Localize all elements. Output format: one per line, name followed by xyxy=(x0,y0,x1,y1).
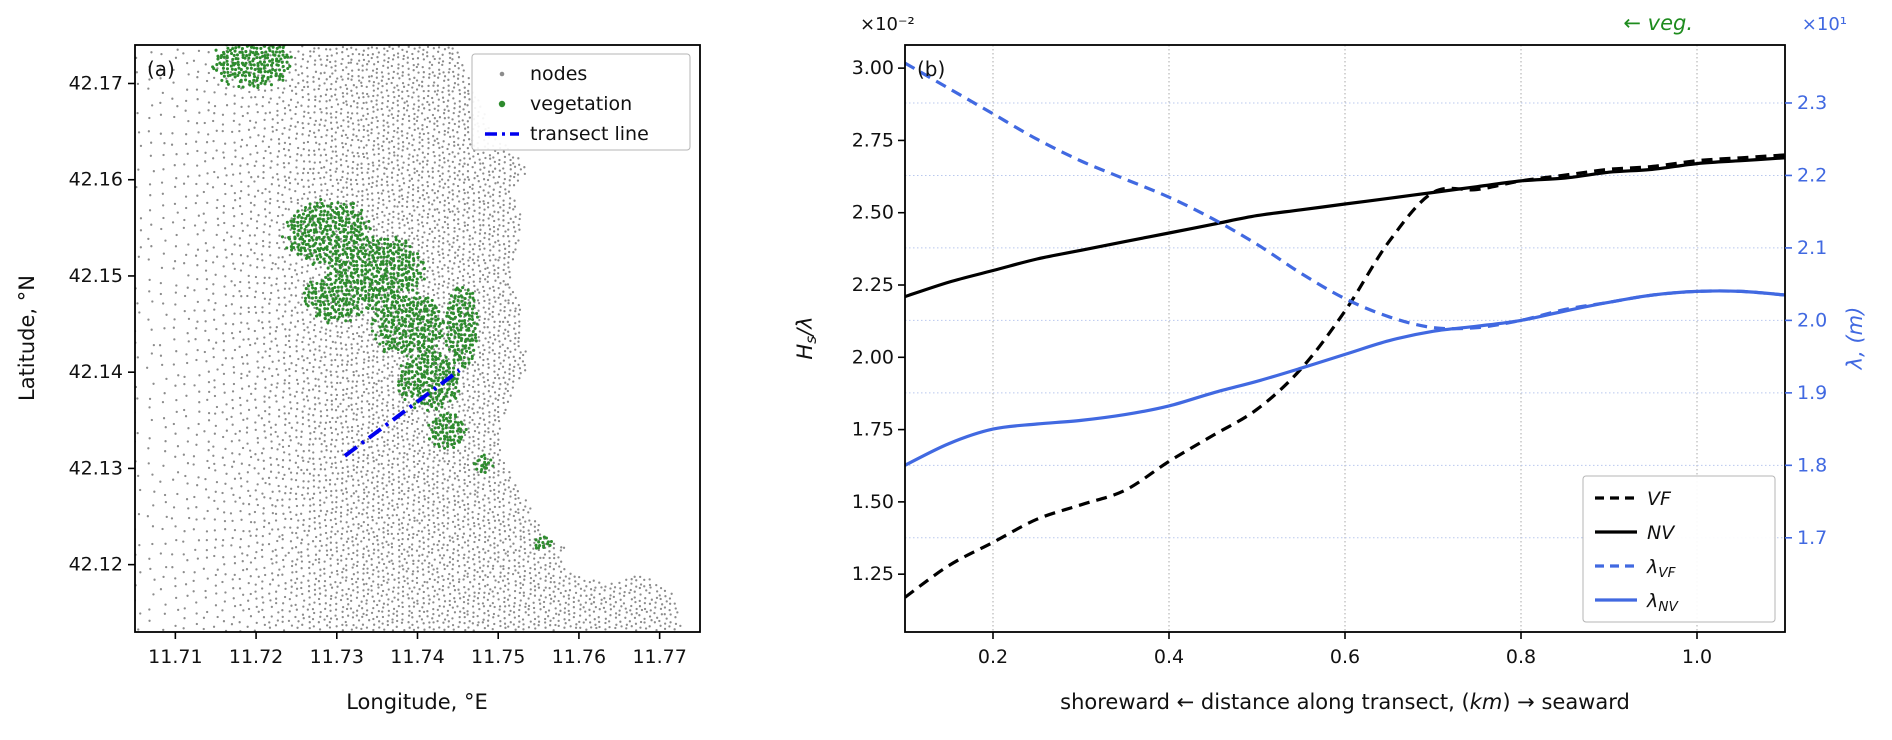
svg-text:0.2: 0.2 xyxy=(978,646,1008,668)
svg-text:11.74: 11.74 xyxy=(390,646,444,668)
svg-text:11.71: 11.71 xyxy=(148,646,202,668)
svg-text:2.50: 2.50 xyxy=(852,202,894,224)
svg-text:2.25: 2.25 xyxy=(852,274,894,296)
svg-text:1.75: 1.75 xyxy=(852,419,894,441)
svg-text:1.0: 1.0 xyxy=(1682,646,1712,668)
map-xlabel: Longitude, °E xyxy=(346,690,488,714)
map-legend-box xyxy=(471,53,691,151)
panel-b-label: (b) xyxy=(917,57,945,81)
map-legend: nodes vegetation transect line xyxy=(471,53,691,151)
chart-ylabel-left: Hs/λ xyxy=(793,316,820,359)
chart-legend: VF NV λVF λNV xyxy=(1582,475,1776,623)
svg-text:2.3: 2.3 xyxy=(1797,92,1827,114)
chart-ylabel-right: λ, (m) xyxy=(1843,307,1867,371)
svg-text:2.00: 2.00 xyxy=(852,346,894,368)
transect-line xyxy=(343,368,461,458)
map-vegetation-layer xyxy=(211,45,553,550)
chart-series-layer xyxy=(905,61,1785,599)
chart-legend-box xyxy=(1582,475,1776,623)
map-ylabel: Latitude, °N xyxy=(15,275,39,401)
map-panel: 11.71 11.72 11.73 11.74 11.75 11.76 11.77 42.12… xyxy=(15,44,701,714)
svg-text:0.4: 0.4 xyxy=(1154,646,1184,668)
svg-text:42.13: 42.13 xyxy=(69,457,123,479)
map-nodes-layer xyxy=(135,45,682,632)
svg-text:42.12: 42.12 xyxy=(69,554,123,576)
map-transect-layer xyxy=(343,368,461,458)
chart-legend-label: λVF xyxy=(1646,556,1677,581)
svg-text:11.76: 11.76 xyxy=(552,646,606,668)
map-vegetation-dots xyxy=(211,45,553,550)
svg-text:11.75: 11.75 xyxy=(471,646,525,668)
svg-text:1.8: 1.8 xyxy=(1797,454,1827,476)
chart-legend-label: VF xyxy=(1647,488,1672,510)
right-axis-scale-note: ×10¹ xyxy=(1802,14,1847,35)
svg-text:11.72: 11.72 xyxy=(229,646,283,668)
panel-a-label: (a) xyxy=(147,57,175,81)
map-legend-label: transect line xyxy=(530,123,649,145)
chart-legend-label: λNV xyxy=(1646,590,1679,615)
left-axis-scale-note: ×10⁻² xyxy=(860,14,915,35)
svg-text:2.75: 2.75 xyxy=(852,129,894,151)
line-chart-panel: 0.2 0.4 0.6 0.8 1.0 1.25 1.50 1.75 2.00 2.25 2.50 2… xyxy=(793,11,1867,714)
legend-marker-nodes xyxy=(499,71,505,77)
chart-legend-label: NV xyxy=(1647,522,1676,544)
svg-text:42.16: 42.16 xyxy=(69,169,123,191)
series-lambda_NV xyxy=(905,289,1785,467)
vegetation-extent-annotation: ← veg. xyxy=(1623,11,1693,35)
map-legend-label: vegetation xyxy=(530,93,632,115)
legend-marker-vegetation xyxy=(498,100,506,108)
svg-text:1.9: 1.9 xyxy=(1797,382,1827,404)
series-lambda_VF xyxy=(905,61,1785,331)
svg-text:0.8: 0.8 xyxy=(1506,646,1536,668)
svg-text:42.14: 42.14 xyxy=(69,361,123,383)
map-legend-label: nodes xyxy=(530,63,587,85)
svg-text:1.7: 1.7 xyxy=(1797,527,1827,549)
map-ticks: 11.71 11.72 11.73 11.74 11.75 11.76 11.77 42.12… xyxy=(69,72,687,668)
svg-text:0.6: 0.6 xyxy=(1330,646,1360,668)
chart-ticks: 0.2 0.4 0.6 0.8 1.0 1.25 1.50 1.75 2.00 2.25 2.50 2… xyxy=(852,57,1828,668)
map-node-dots xyxy=(135,45,682,632)
chart-xlabel: shoreward ← distance along transect, (km… xyxy=(1060,690,1630,714)
series-VF xyxy=(905,153,1785,599)
svg-text:11.77: 11.77 xyxy=(632,646,686,668)
svg-text:2.1: 2.1 xyxy=(1797,237,1827,259)
svg-text:1.50: 1.50 xyxy=(852,491,894,513)
svg-text:11.73: 11.73 xyxy=(310,646,364,668)
svg-text:3.00: 3.00 xyxy=(852,57,894,79)
svg-text:42.15: 42.15 xyxy=(69,265,123,287)
svg-text:42.17: 42.17 xyxy=(69,72,123,94)
series-NV xyxy=(905,156,1785,299)
svg-text:2.0: 2.0 xyxy=(1797,309,1827,331)
svg-text:2.2: 2.2 xyxy=(1797,164,1827,186)
svg-text:1.25: 1.25 xyxy=(852,563,894,585)
